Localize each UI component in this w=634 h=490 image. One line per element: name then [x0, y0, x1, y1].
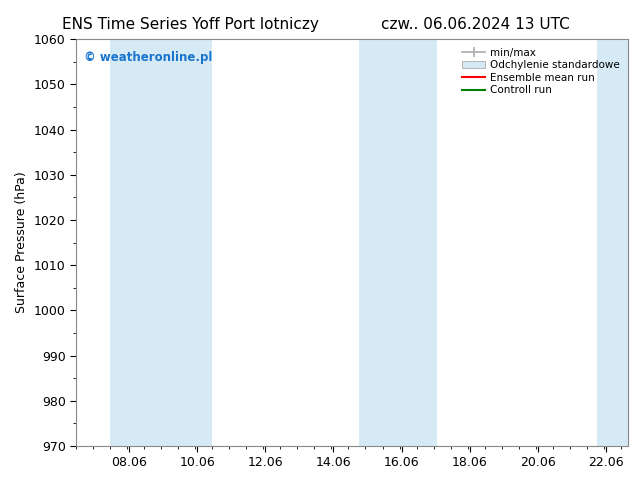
Y-axis label: Surface Pressure (hPa): Surface Pressure (hPa): [15, 172, 29, 314]
Text: ENS Time Series Yoff Port lotniczy: ENS Time Series Yoff Port lotniczy: [61, 17, 319, 32]
Bar: [110, 39, 212, 446]
Text: © weatheronline.pl: © weatheronline.pl: [84, 51, 213, 64]
Text: czw.. 06.06.2024 13 UTC: czw.. 06.06.2024 13 UTC: [381, 17, 570, 32]
Bar: [359, 39, 437, 446]
Legend: min/max, Odchylenie standardowe, Ensemble mean run, Controll run: min/max, Odchylenie standardowe, Ensembl…: [460, 45, 623, 98]
Bar: [597, 39, 628, 446]
